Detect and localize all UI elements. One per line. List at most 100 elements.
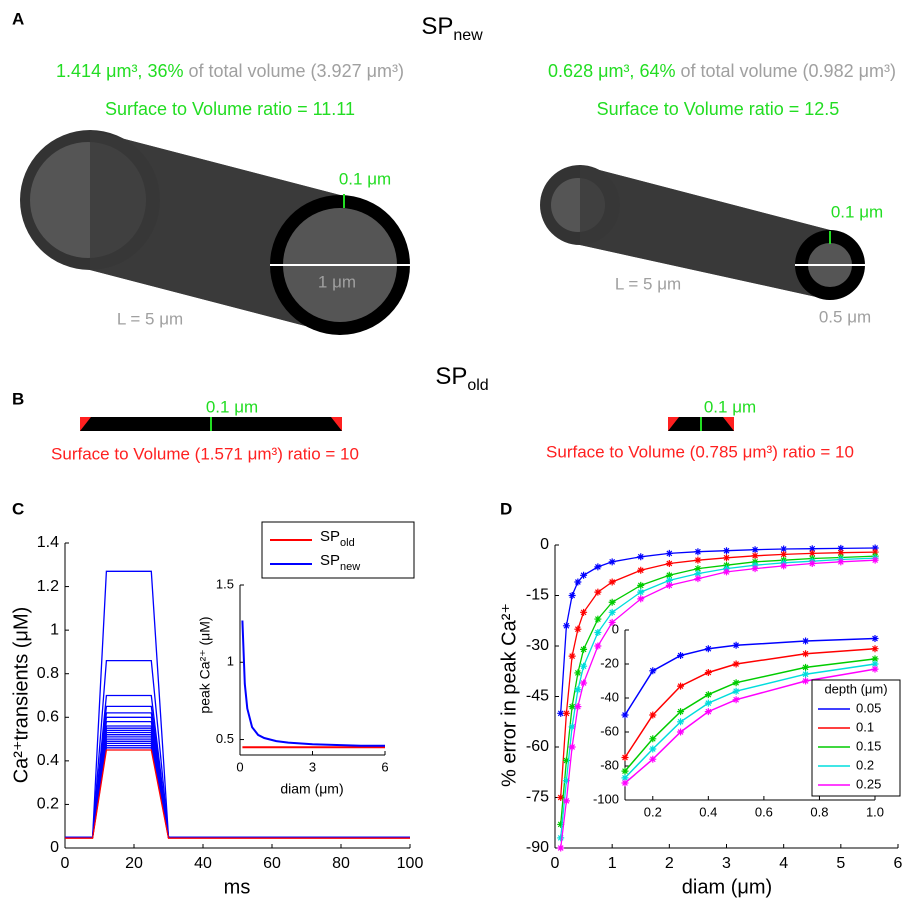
- marker: [568, 703, 576, 711]
- y-tick-label: -60: [526, 738, 549, 755]
- volume-text: 0.628 μm³, 64% of total volume (0.982 μm…: [548, 61, 896, 81]
- thickness-label: 0.1 μm: [831, 202, 883, 221]
- marker: [871, 548, 879, 556]
- marker: [694, 556, 702, 564]
- marker: [871, 556, 879, 564]
- marker: [677, 728, 685, 736]
- marker: [694, 548, 702, 556]
- legend-label: 0.15: [856, 738, 881, 753]
- marker: [871, 655, 879, 663]
- marker: [732, 679, 740, 687]
- y-tick-label: 0.6: [37, 709, 59, 726]
- panel-title: SPold: [435, 363, 488, 394]
- marker: [802, 663, 810, 671]
- marker: [580, 571, 588, 579]
- legend-box: [261, 521, 415, 579]
- x-axis-label: diam (μm): [280, 781, 343, 797]
- length-label: L = 5 μm: [615, 274, 681, 293]
- plot-background: [240, 580, 390, 755]
- marker: [871, 665, 879, 673]
- marker: [608, 608, 616, 616]
- y-tick-label: -30: [526, 637, 549, 654]
- y-tick-label: 1: [227, 654, 234, 669]
- marker: [637, 581, 645, 589]
- x-tick-label: 3: [309, 759, 316, 774]
- y-tick-label: 0: [50, 839, 59, 856]
- marker: [732, 696, 740, 704]
- x-tick-label: 0.6: [755, 804, 773, 819]
- data-line: [241, 620, 385, 747]
- x-tick-label: 6: [894, 855, 903, 872]
- y-tick-label: 0.8: [37, 665, 59, 682]
- y-axis-label: Ca²⁺transients (μM): [10, 607, 32, 784]
- data-line: [560, 551, 876, 798]
- y-tick-label: 0.2: [37, 796, 59, 813]
- marker: [694, 570, 702, 578]
- data-line: [560, 559, 876, 849]
- x-axis-label: ms: [224, 876, 251, 898]
- legend-label: 0.2: [856, 757, 874, 772]
- marker: [780, 562, 788, 570]
- y-tick-label: -40: [600, 689, 619, 704]
- y-tick-label: 1.2: [37, 578, 59, 595]
- marker: [677, 652, 685, 659]
- y-tick-label: 0.4: [37, 752, 59, 769]
- marker: [580, 679, 588, 687]
- marker: [574, 625, 582, 633]
- marker: [808, 545, 816, 553]
- y-axis-label: % error in peak Ca²⁺: [498, 603, 520, 787]
- y-tick-label: -60: [600, 723, 619, 738]
- legend-text: SP: [320, 552, 340, 569]
- data-line: [65, 742, 410, 838]
- length-label: L = 5 μm: [117, 309, 183, 328]
- marker: [557, 794, 565, 801]
- marker: [562, 709, 570, 717]
- marker: [802, 670, 810, 678]
- y-tick-label: -90: [526, 839, 549, 856]
- marker: [665, 581, 673, 589]
- marker: [562, 622, 570, 630]
- marker: [837, 544, 845, 552]
- marker: [562, 777, 570, 785]
- marker: [704, 645, 712, 653]
- marker: [574, 578, 582, 586]
- marker: [871, 635, 879, 642]
- marker: [780, 550, 788, 558]
- marker: [802, 637, 810, 645]
- legend-subscript: new: [340, 561, 360, 573]
- marker: [557, 834, 565, 842]
- marker: [704, 699, 712, 707]
- marker: [723, 568, 730, 576]
- marker: [808, 560, 816, 568]
- marker: [608, 618, 616, 626]
- marker: [594, 615, 602, 623]
- marker: [704, 669, 712, 676]
- marker: [649, 755, 657, 763]
- x-tick-label: 40: [194, 855, 212, 872]
- marker: [665, 576, 673, 584]
- data-line: [65, 740, 410, 838]
- marker: [751, 552, 759, 560]
- slab-small: [668, 417, 734, 431]
- marker: [837, 558, 845, 566]
- y-tick-label: -100: [593, 791, 619, 806]
- marker: [621, 779, 629, 787]
- marker: [704, 691, 712, 699]
- data-line: [560, 557, 876, 838]
- y-tick-label: 1.4: [37, 534, 59, 551]
- marker: [594, 588, 602, 596]
- legend-label: 0.25: [856, 776, 881, 791]
- x-tick-label: 0.4: [699, 804, 717, 819]
- thickness-label: 0.1 μm: [704, 397, 756, 416]
- data-line: [560, 547, 876, 714]
- y-tick-label: 0.5: [216, 731, 234, 746]
- x-tick-label: 1: [608, 855, 617, 872]
- marker: [837, 549, 845, 557]
- ratio-text: Surface to Volume ratio = 12.5: [597, 99, 840, 119]
- panel-label: A: [12, 9, 24, 28]
- marker: [677, 718, 685, 726]
- marker: [594, 629, 602, 637]
- marker: [562, 756, 570, 764]
- y-tick-label: -80: [600, 757, 619, 772]
- diameter-label: 0.5 μm: [819, 307, 871, 326]
